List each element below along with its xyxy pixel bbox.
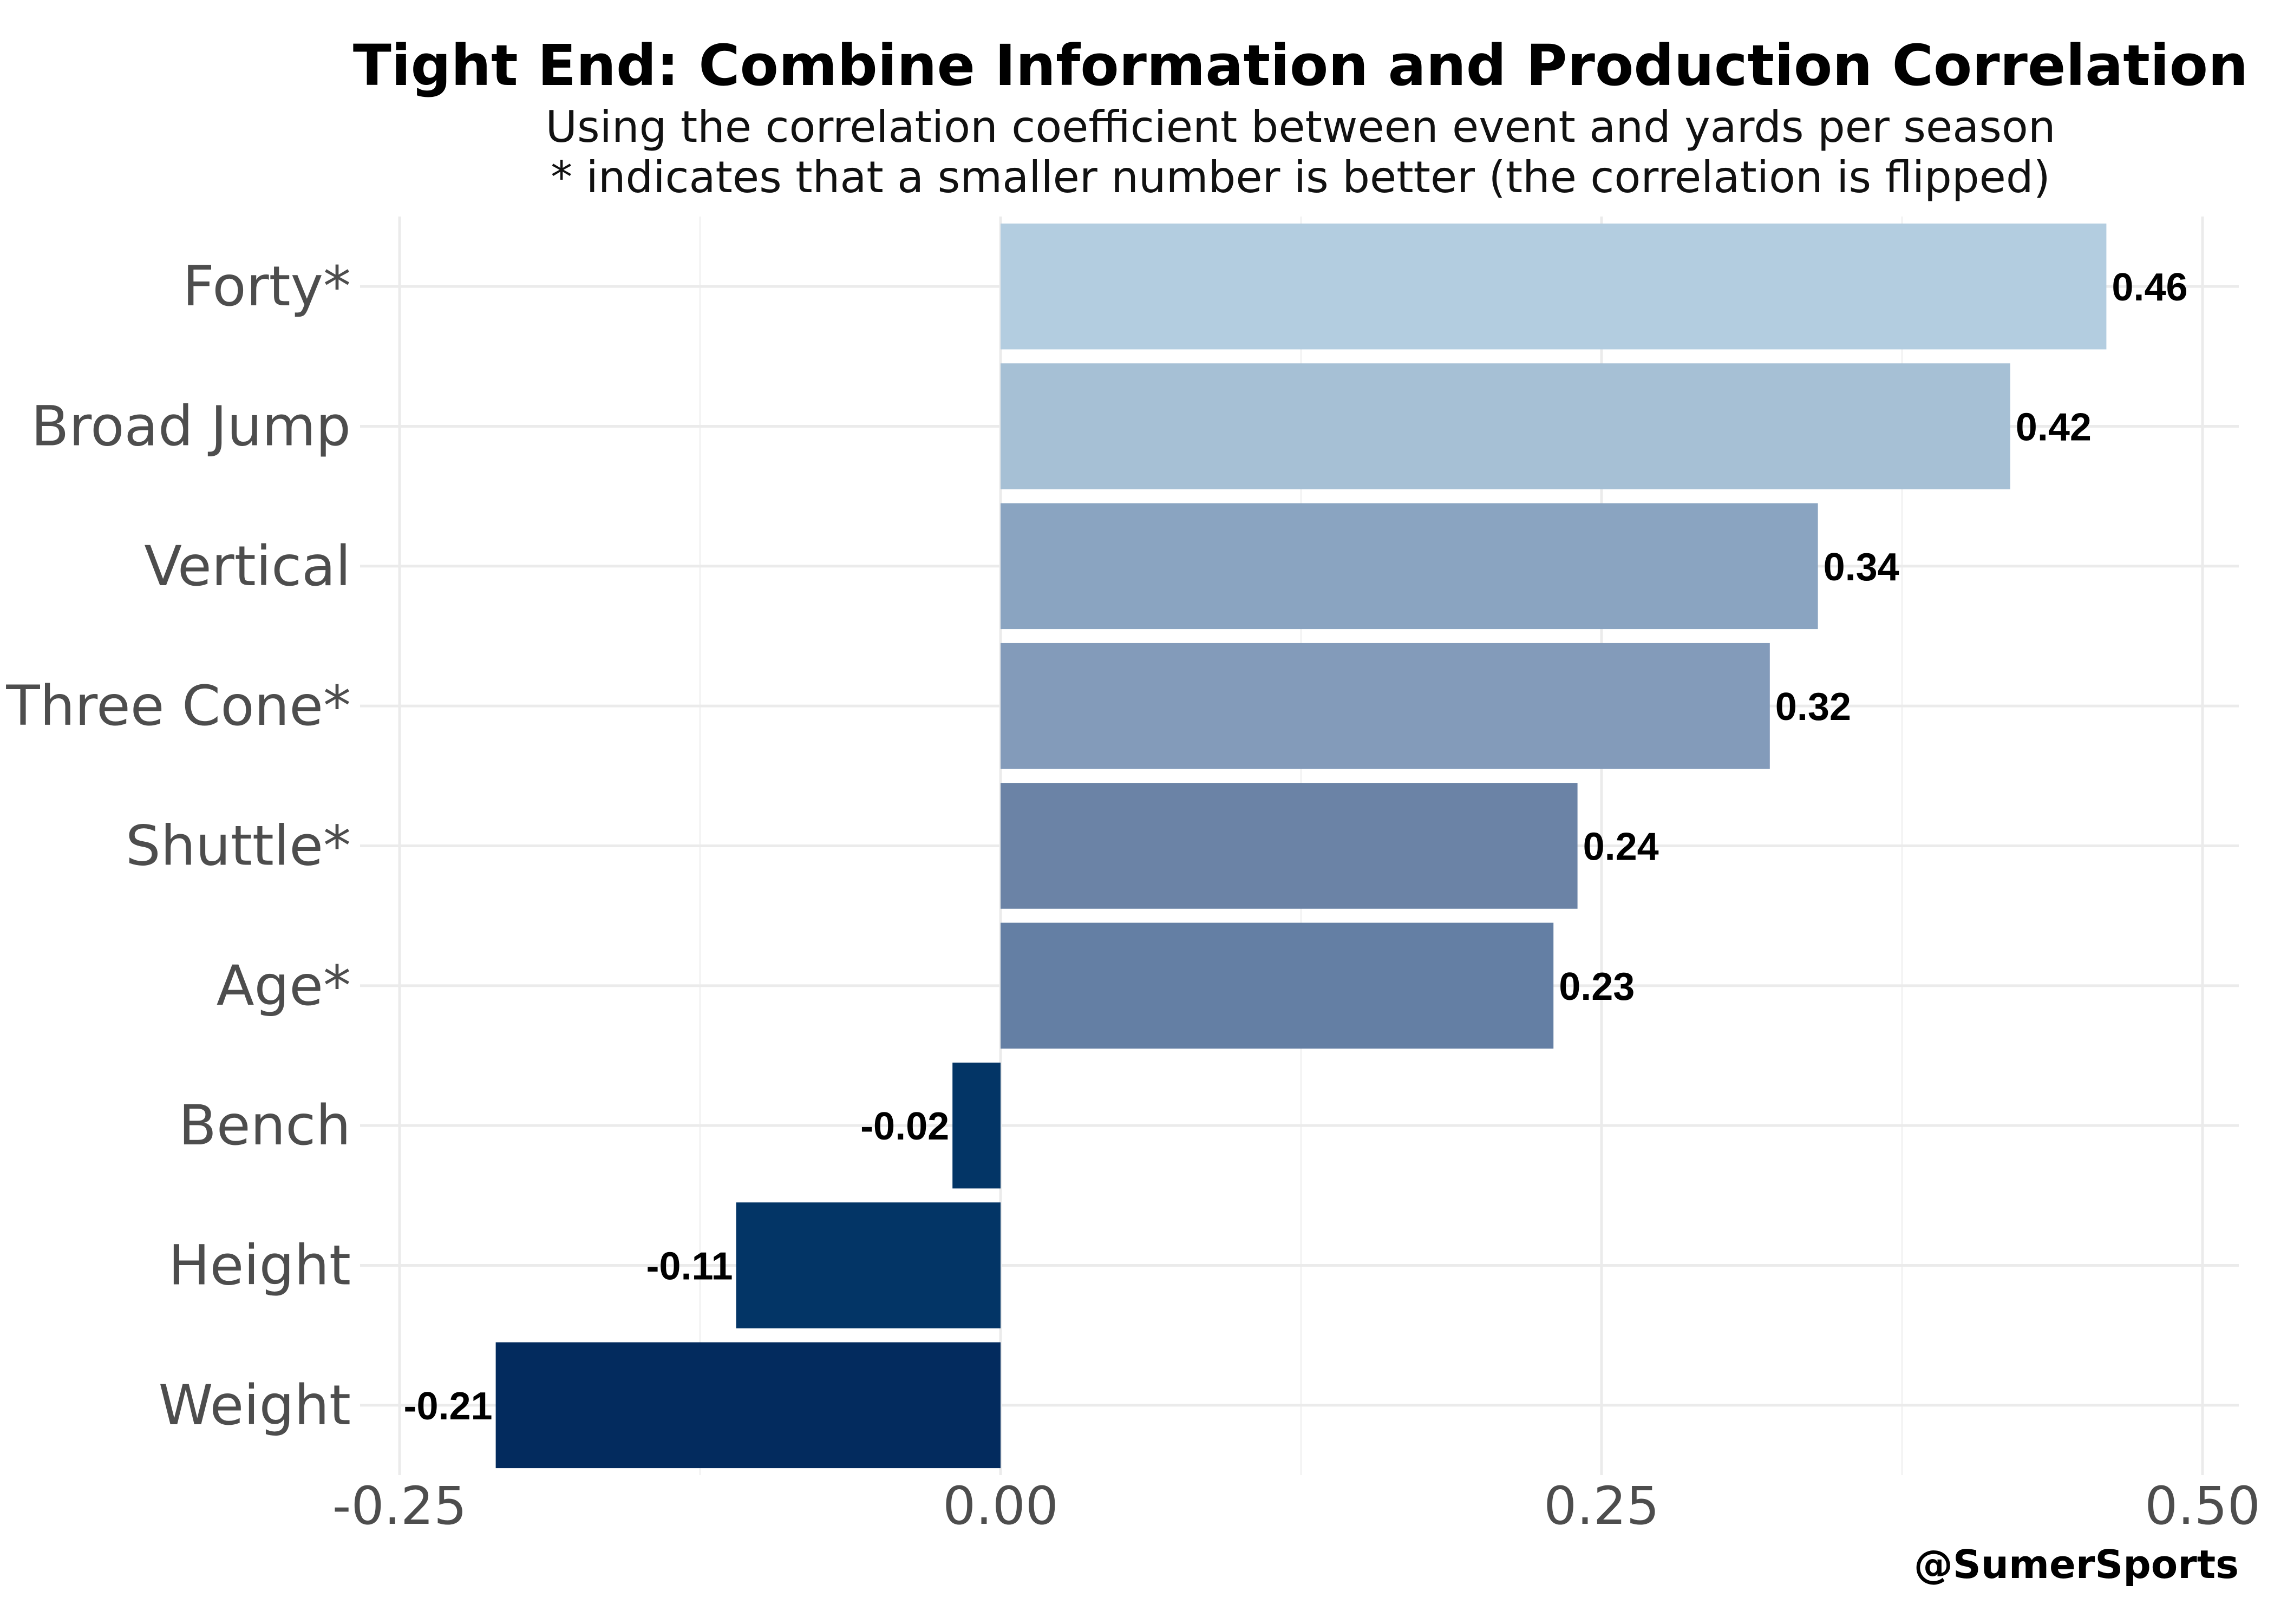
bar-broad-jump (1001, 363, 2010, 489)
x-tick-label: 0.25 (1544, 1476, 1659, 1536)
category-label: Weight (159, 1373, 351, 1438)
category-label: Height (168, 1234, 351, 1298)
bar-forty (1001, 223, 2107, 350)
value-label: -0.02 (860, 1105, 949, 1148)
bar-shuttle (1001, 783, 1578, 909)
category-label: Broad Jump (31, 395, 351, 459)
value-label: 0.24 (1583, 826, 1659, 869)
category-label: Vertical (144, 534, 351, 599)
category-label: Shuttle* (126, 814, 351, 879)
value-label: 0.46 (2112, 266, 2187, 309)
category-label: Age* (217, 954, 351, 1018)
x-tick-label: 0.50 (2145, 1476, 2260, 1536)
category-label: Three Cone* (5, 674, 351, 738)
chart-subtitle-line-1: Using the correlation coefficient betwee… (545, 102, 2055, 152)
x-tick-label: -0.25 (332, 1476, 467, 1536)
chart-caption: @SumerSports (1914, 1542, 2239, 1587)
value-label: 0.23 (1559, 965, 1635, 1009)
value-label: -0.21 (403, 1385, 492, 1428)
bars-layer (495, 223, 2107, 1469)
value-label: 0.34 (1824, 546, 1899, 589)
value-label: 0.42 (2016, 406, 2092, 449)
x-tick-label: 0.00 (943, 1476, 1058, 1536)
chart-subtitle-line-2: * indicates that a smaller number is bet… (551, 152, 2050, 202)
labels-layer: Forty* 0.46 Broad Jump 0.42 Vertical 0.34 Thre… (5, 254, 2260, 1536)
value-label: 0.32 (1775, 685, 1851, 729)
bar-age (1001, 922, 1554, 1049)
bar-bench (952, 1062, 1001, 1189)
bar-vertical (1001, 503, 1818, 630)
bar-three-cone (1001, 643, 1770, 769)
bar-weight (495, 1342, 1001, 1469)
category-label: Forty* (182, 254, 351, 319)
category-label: Bench (179, 1093, 351, 1158)
bar-height (736, 1202, 1001, 1328)
chart-title: Tight End: Combine Information and Produ… (353, 32, 2248, 99)
value-label: -0.11 (646, 1245, 733, 1288)
